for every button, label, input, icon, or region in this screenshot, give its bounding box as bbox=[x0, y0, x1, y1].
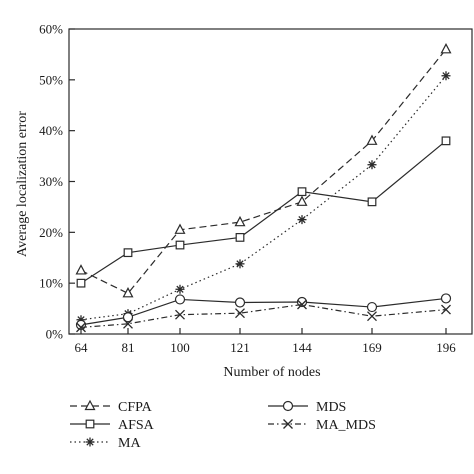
data-point-afsa bbox=[297, 187, 307, 197]
series-line-ma-mds bbox=[80, 303, 447, 328]
legend-item-mds: MDS bbox=[268, 400, 346, 415]
legend-marker-ma bbox=[85, 437, 95, 447]
axes bbox=[68, 28, 473, 335]
legend: CFPA AFSA MA MDS MA_MDS bbox=[70, 399, 376, 451]
data-point-mds bbox=[122, 312, 134, 323]
legend-label-cfpa: CFPA bbox=[118, 400, 153, 415]
y-tick-label: 40% bbox=[39, 123, 63, 138]
data-point-ma-mds bbox=[367, 311, 377, 322]
series-line-mds bbox=[80, 297, 447, 326]
data-point-afsa bbox=[367, 197, 377, 207]
x-tick-label: 144 bbox=[292, 340, 312, 355]
data-point-ma bbox=[235, 259, 245, 269]
data-point-afsa bbox=[441, 136, 451, 146]
data-point-ma bbox=[441, 71, 451, 81]
data-point-ma-mds bbox=[76, 322, 86, 333]
data-point-ma bbox=[175, 284, 185, 294]
data-point-mds bbox=[366, 301, 378, 313]
data-point-afsa bbox=[235, 233, 245, 242]
y-tick-label: 30% bbox=[39, 174, 63, 189]
x-tick-label: 169 bbox=[362, 340, 382, 355]
data-point-ma-mds bbox=[175, 309, 185, 320]
data-point-cfpa bbox=[75, 264, 87, 275]
x-tick-label: 81 bbox=[122, 340, 135, 355]
series-mds bbox=[75, 293, 452, 330]
data-point-ma-mds bbox=[441, 304, 451, 315]
data-point-mds bbox=[440, 293, 452, 304]
data-point-ma-mds bbox=[123, 318, 133, 329]
legend-label-mds: MDS bbox=[316, 400, 346, 415]
legend-label-ma-mds: MA_MDS bbox=[316, 418, 376, 433]
legend-marker-afsa bbox=[85, 419, 95, 429]
data-point-ma-mds bbox=[235, 308, 245, 319]
x-tick-label: 196 bbox=[436, 340, 456, 355]
y-tick-label: 50% bbox=[39, 72, 63, 87]
x-axis-ticks: 64 81 100 121 144 169 196 bbox=[75, 328, 456, 355]
series-afsa bbox=[76, 136, 451, 288]
y-axis-ticks: 0% 10% 20% 30% 40% 50% 60% bbox=[39, 22, 75, 342]
legend-marker-cfpa bbox=[84, 399, 96, 411]
series-ma-mds bbox=[76, 299, 451, 333]
data-point-cfpa bbox=[234, 215, 246, 227]
data-point-afsa bbox=[175, 240, 185, 250]
data-point-cfpa bbox=[174, 223, 186, 234]
x-tick-label: 64 bbox=[75, 340, 89, 355]
legend-marker-ma-mds bbox=[283, 419, 293, 429]
y-tick-label: 10% bbox=[39, 276, 63, 291]
y-tick-label: 60% bbox=[39, 22, 63, 37]
data-point-cfpa bbox=[440, 43, 452, 54]
data-point-ma bbox=[367, 160, 377, 170]
data-point-cfpa bbox=[122, 287, 134, 298]
series-line-ma bbox=[80, 75, 447, 321]
data-point-mds bbox=[234, 297, 246, 308]
data-point-cfpa bbox=[296, 195, 308, 206]
x-tick-label: 121 bbox=[230, 340, 250, 355]
data-point-cfpa bbox=[366, 134, 378, 145]
plot-frame bbox=[68, 28, 473, 335]
data-point-ma bbox=[297, 215, 307, 225]
legend-item-afsa: AFSA bbox=[70, 418, 155, 433]
x-tick-label: 100 bbox=[170, 340, 190, 355]
data-point-afsa bbox=[76, 278, 86, 288]
legend-label-afsa: AFSA bbox=[118, 418, 155, 433]
x-axis-label: Number of nodes bbox=[223, 365, 320, 380]
series-ma bbox=[76, 71, 451, 325]
y-tick-label: 0% bbox=[46, 327, 64, 342]
legend-marker-mds bbox=[282, 400, 294, 412]
series-cfpa bbox=[75, 43, 452, 298]
data-point-ma-mds bbox=[297, 299, 307, 310]
series-line-cfpa bbox=[80, 48, 447, 295]
data-point-afsa bbox=[123, 248, 133, 258]
legend-item-ma: MA bbox=[70, 436, 141, 451]
legend-item-cfpa: CFPA bbox=[70, 399, 153, 415]
series-group bbox=[75, 43, 452, 333]
series-line-afsa bbox=[80, 140, 447, 284]
y-axis-label: Average localization error bbox=[15, 111, 30, 257]
y-tick-label: 20% bbox=[39, 225, 63, 240]
legend-label-ma: MA bbox=[118, 436, 141, 451]
legend-item-ma-mds: MA_MDS bbox=[268, 418, 376, 433]
data-point-mds bbox=[174, 294, 186, 305]
